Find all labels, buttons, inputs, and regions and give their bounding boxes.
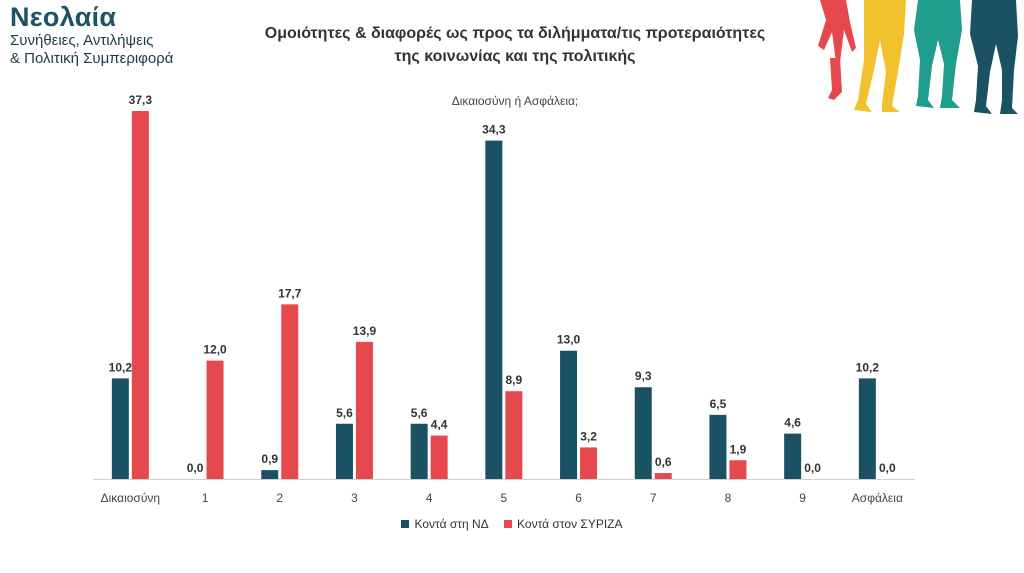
bar-syriza	[131, 111, 149, 479]
data-label: 4,6	[784, 416, 801, 430]
x-tick-label: 4	[426, 491, 433, 505]
data-label: 5,6	[411, 406, 428, 420]
x-tick-label: 7	[650, 491, 657, 505]
chart-title: Ομοιότητες & διαφορές ως προς τα διλήμμα…	[230, 22, 800, 68]
legend-swatch-nd	[401, 520, 410, 528]
data-label: 8,9	[506, 373, 523, 387]
x-tick-label: 9	[799, 491, 806, 505]
bar-nd	[709, 414, 727, 479]
silhouette-navy	[970, 0, 1018, 114]
bar-syriza	[654, 473, 672, 479]
legend-item-syriza: Κοντά στον ΣΥΡΙΖΑ	[504, 517, 623, 531]
bar-nd	[485, 140, 503, 480]
x-tick-label: 3	[351, 491, 358, 505]
x-tick-label: 1	[202, 491, 209, 505]
data-label: 0,6	[655, 455, 672, 469]
brand-subtitle-2: & Πολιτική Συμπεριφορά	[10, 50, 174, 67]
data-label: 1,9	[730, 442, 747, 456]
silhouette-yellow	[854, 0, 906, 112]
legend-item-nd: Κοντά στη ΝΔ	[401, 517, 489, 531]
bar-nd	[784, 433, 802, 479]
bar-nd	[335, 423, 353, 479]
chart-title-line-1: Ομοιότητες & διαφορές ως προς τα διλήμμα…	[264, 25, 766, 42]
chart-subtitle: Δικαιοσύνη ή Ασφάλεια;	[451, 94, 579, 108]
silhouette-red	[818, 0, 856, 100]
data-label: 13,0	[557, 333, 581, 347]
x-tick-label: Δικαιοσύνη	[101, 491, 160, 505]
brand-title: Νεολαία	[10, 2, 117, 32]
bar-nd	[560, 350, 578, 479]
bar-syriza	[729, 460, 747, 479]
data-label: 0,0	[187, 461, 204, 475]
legend-swatch-syriza	[504, 520, 513, 528]
data-label: 5,6	[336, 406, 353, 420]
legend-label-syriza: Κοντά στον ΣΥΡΙΖΑ	[517, 517, 623, 531]
bar-nd	[261, 470, 279, 479]
data-label: 0,0	[804, 461, 821, 475]
data-label: 10,2	[109, 360, 133, 374]
bar-nd	[111, 378, 129, 479]
bar-syriza	[580, 447, 598, 479]
data-label: 37,3	[129, 93, 153, 107]
data-label: 12,0	[203, 343, 227, 357]
legend-label-nd: Κοντά στη ΝΔ	[414, 517, 489, 531]
x-tick-label: 5	[501, 491, 508, 505]
chart-title-line-2: της κοινωνίας και της πολιτικής	[394, 48, 636, 65]
data-label: 9,3	[635, 369, 652, 383]
data-label: 6,5	[710, 397, 727, 411]
x-tick-label: 6	[575, 491, 582, 505]
x-tick-label: Ασφάλεια	[852, 491, 903, 505]
bar-syriza	[430, 435, 448, 479]
data-label: 3,2	[580, 429, 597, 443]
bar-syriza	[355, 341, 373, 479]
data-label: 0,0	[879, 461, 896, 475]
bar-nd	[410, 423, 428, 479]
bar-syriza	[281, 304, 299, 479]
brand-subtitle-1: Συνήθειες, Αντιλήψεις	[10, 32, 154, 49]
silhouette-teal	[914, 0, 962, 108]
bar-nd	[634, 387, 652, 479]
data-label: 0,9	[261, 452, 278, 466]
brand-block: Νεολαία Συνήθειες, Αντιλήψεις & Πολιτική…	[10, 2, 173, 68]
legend: Κοντά στη ΝΔ Κοντά στον ΣΥΡΙΖΑ	[0, 517, 1024, 531]
data-label: 34,3	[482, 123, 506, 137]
youth-silhouettes-illustration	[818, 0, 1018, 114]
x-tick-label: 2	[276, 491, 283, 505]
x-tick-label: 8	[725, 491, 732, 505]
data-label: 10,2	[856, 360, 880, 374]
data-label: 4,4	[431, 418, 448, 432]
bar-nd	[858, 378, 876, 479]
data-label: 13,9	[353, 324, 377, 338]
data-label: 17,7	[278, 286, 302, 300]
bar-syriza	[505, 391, 523, 479]
bar-syriza	[206, 360, 224, 479]
